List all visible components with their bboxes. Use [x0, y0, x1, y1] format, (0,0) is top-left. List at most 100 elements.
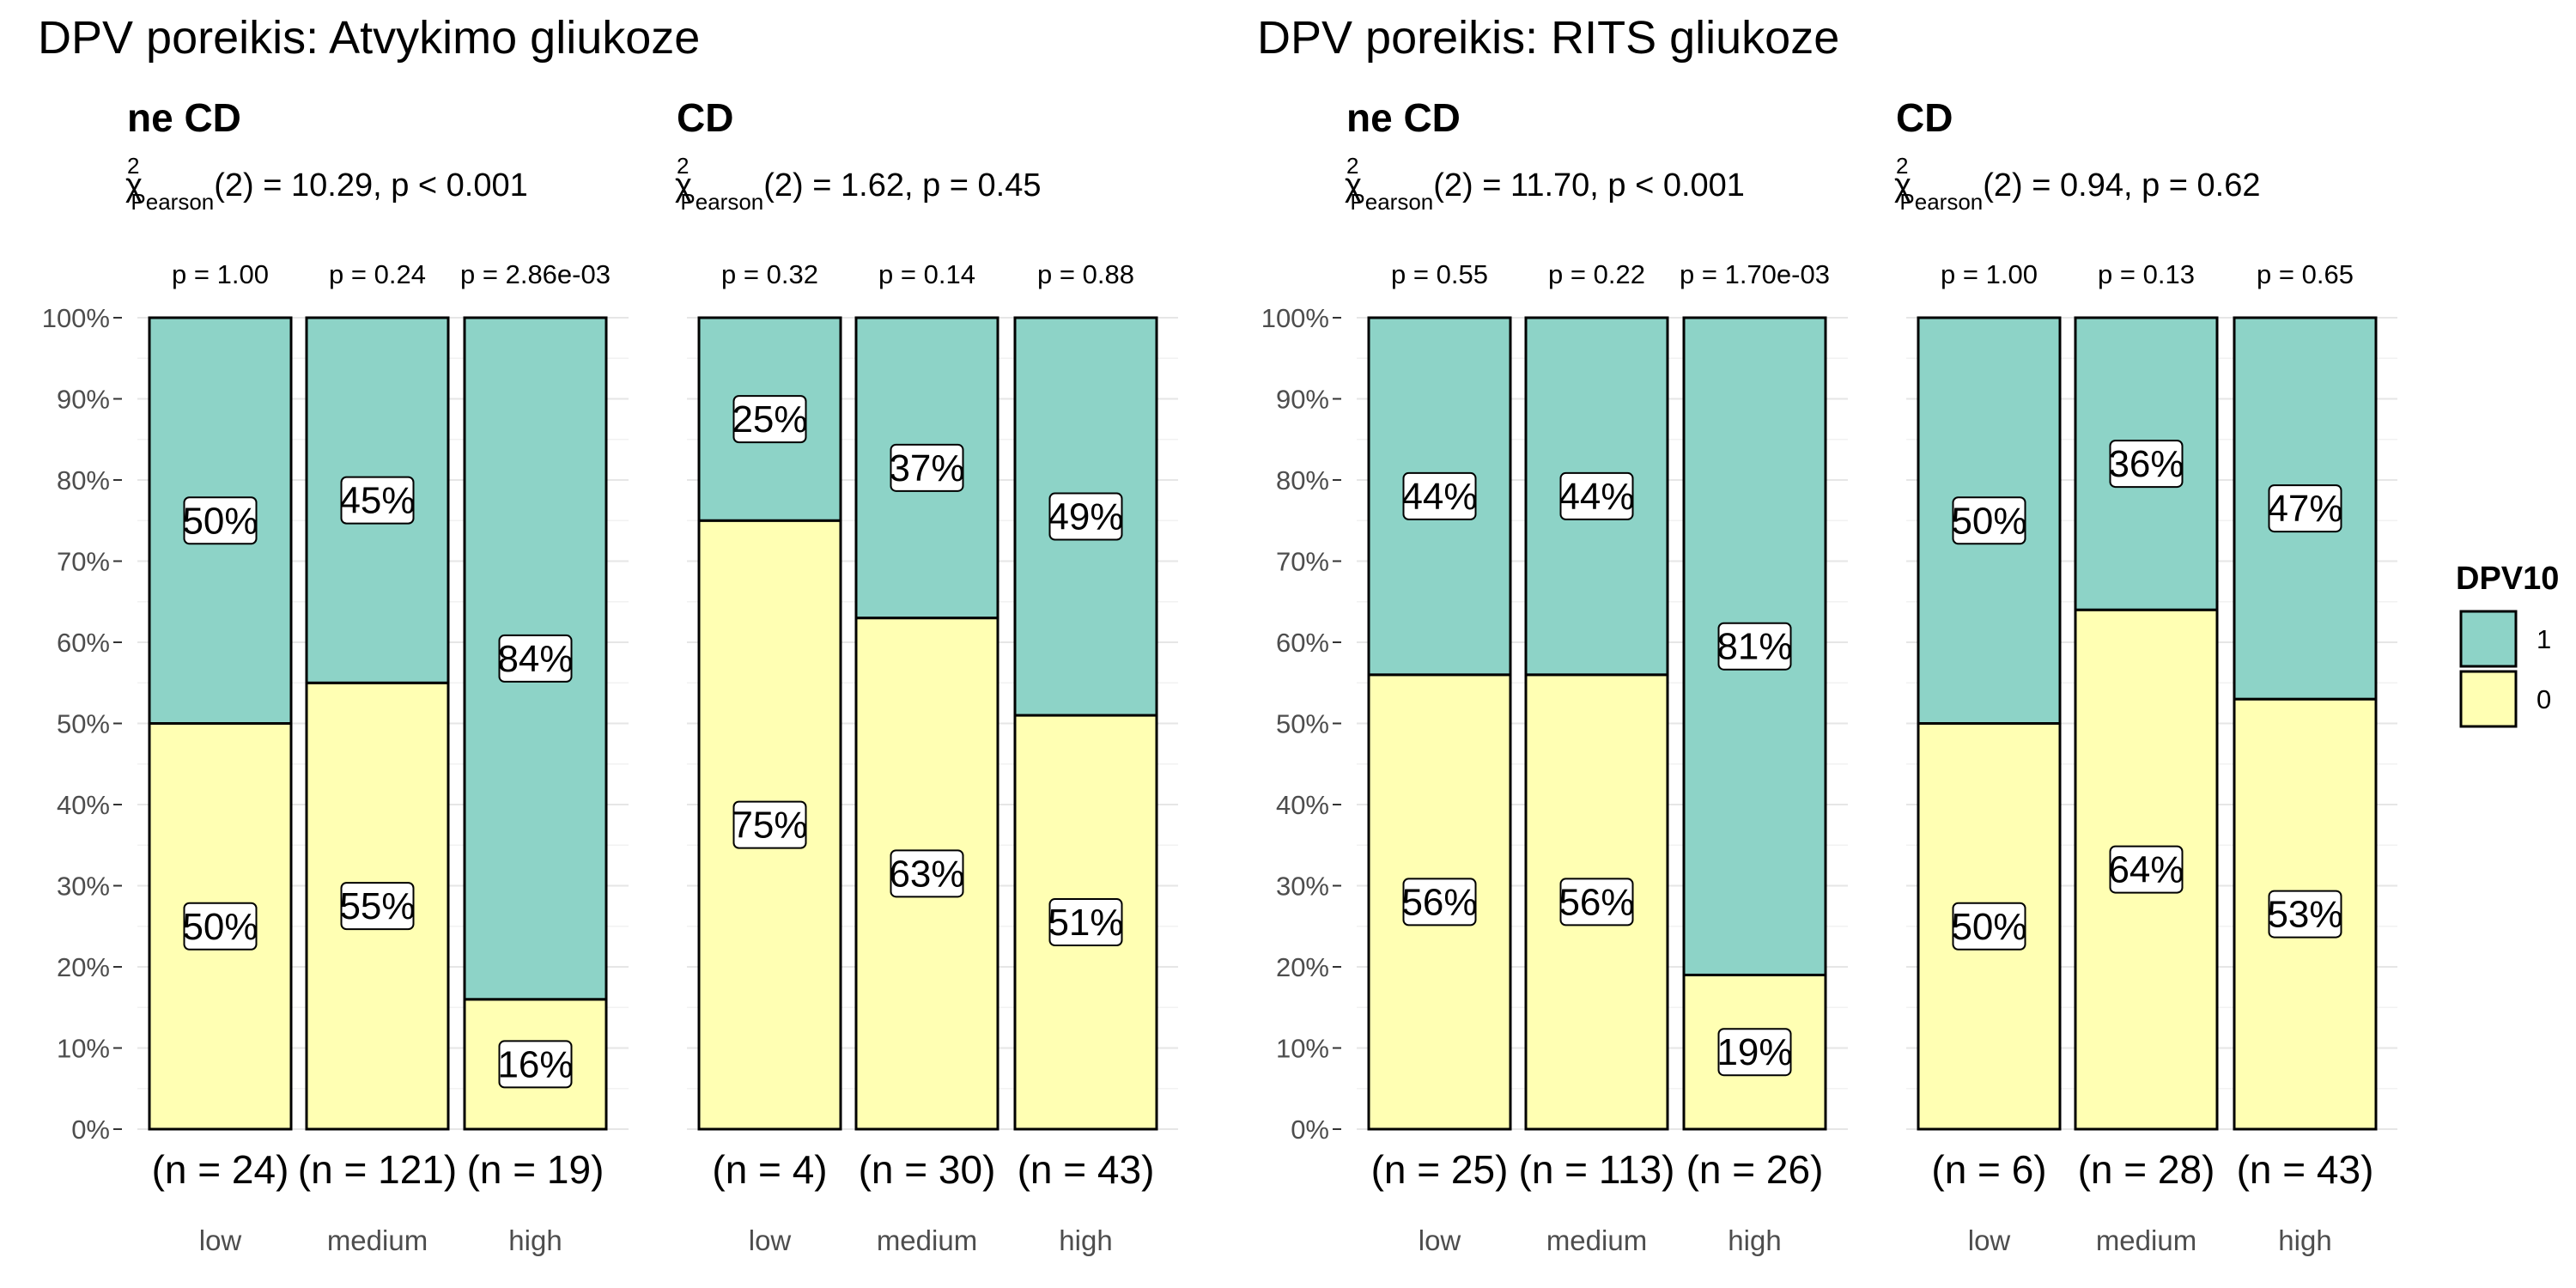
data-label-text: 16% — [497, 1043, 573, 1085]
data-label-box — [340, 476, 415, 525]
data-label: 37% — [889, 443, 965, 492]
data-label-text: 50% — [182, 906, 258, 948]
x-tick-label: low — [749, 1224, 792, 1256]
data-label-text: 53% — [2267, 894, 2342, 936]
data-label-box — [890, 443, 964, 492]
p-value-label: p = 1.00 — [1941, 259, 2038, 289]
n-label: (n = 24) — [152, 1147, 289, 1192]
stat-symbol: χ — [675, 167, 692, 204]
stat-subtitle: χ2 Pearson(2) = 1.62, p = 0.45 — [675, 153, 1042, 215]
data-label-text: 44% — [1558, 476, 1634, 518]
n-label: (n = 4) — [712, 1147, 827, 1192]
data-label: 19% — [1716, 1028, 1793, 1077]
data-label-box — [1402, 878, 1477, 927]
stat-text: (2) = 10.29, p < 0.001 — [214, 167, 528, 204]
y-tick-label: 90% — [1276, 385, 1329, 415]
legend: DPV10 1 0 — [2456, 561, 2559, 728]
y-tick-label: 30% — [1276, 872, 1329, 902]
data-label-box — [1952, 902, 2026, 951]
n-label: (n = 121) — [298, 1147, 457, 1192]
p-value-label: p = 1.70e-03 — [1680, 259, 1830, 289]
n-label: (n = 43) — [2237, 1147, 2374, 1192]
legend-swatch — [2459, 610, 2518, 668]
data-label-box — [340, 882, 415, 931]
x-tick-label: medium — [877, 1224, 977, 1256]
stat-symbol: χ — [1894, 167, 1911, 204]
data-label: 56% — [1558, 878, 1635, 927]
x-tick-label: low — [1968, 1224, 2011, 1256]
y-tick-label: 50% — [57, 709, 110, 739]
data-label-text: 44% — [1401, 476, 1477, 518]
data-label: 81% — [1716, 622, 1793, 671]
n-label: (n = 43) — [1018, 1147, 1155, 1192]
stat-subtitle: χ2 Pearson(2) = 10.29, p < 0.001 — [125, 153, 528, 215]
data-label: 25% — [732, 395, 808, 444]
y-tick-label: 80% — [57, 465, 110, 495]
data-label-box — [498, 634, 573, 683]
data-label-text: 75% — [732, 805, 807, 847]
x-tick-label: medium — [327, 1224, 428, 1256]
data-label: 75% — [732, 800, 808, 849]
n-label: (n = 19) — [467, 1147, 605, 1192]
data-label: 50% — [1951, 902, 2027, 951]
p-value-label: p = 0.13 — [2098, 259, 2195, 289]
data-label: 56% — [1401, 878, 1478, 927]
data-label: 63% — [889, 849, 965, 898]
stat-text: (2) = 1.62, p = 0.45 — [763, 167, 1041, 204]
panel-title: ne CD — [127, 95, 241, 140]
data-label-text: 50% — [1951, 906, 2026, 948]
n-label: (n = 26) — [1686, 1147, 1824, 1192]
data-label-text: 50% — [1951, 500, 2026, 542]
x-tick-label: high — [1059, 1224, 1112, 1256]
data-label: 50% — [182, 496, 258, 545]
data-label: 84% — [497, 634, 574, 683]
data-label: 44% — [1401, 471, 1478, 520]
y-tick-label: 20% — [1276, 952, 1329, 982]
data-label-text: 64% — [2108, 849, 2184, 891]
data-label: 53% — [2267, 890, 2343, 939]
data-label: 51% — [1048, 898, 1124, 947]
data-label-box — [1048, 492, 1123, 541]
n-label: (n = 25) — [1371, 1147, 1509, 1192]
data-label-box — [1559, 471, 1634, 520]
p-value-label: p = 0.65 — [2257, 259, 2354, 289]
x-tick-label: medium — [1546, 1224, 1647, 1256]
bar-segment-0 — [1013, 714, 1158, 1131]
x-tick-label: high — [1728, 1224, 1781, 1256]
p-value-label: p = 2.86e-03 — [460, 259, 611, 289]
data-label-box — [732, 800, 807, 849]
data-label-text: 49% — [1048, 496, 1123, 538]
data-label: 49% — [1048, 492, 1124, 541]
data-label-text: 81% — [1716, 626, 1792, 668]
y-tick-label: 70% — [1276, 547, 1329, 577]
y-tick-label: 0% — [1291, 1115, 1329, 1145]
data-label-box — [2109, 845, 2184, 894]
y-tick-label: 60% — [1276, 628, 1329, 658]
n-label: (n = 30) — [859, 1147, 996, 1192]
data-label-box — [1952, 496, 2026, 545]
y-tick-label: 0% — [71, 1115, 110, 1145]
data-label-box — [1717, 1028, 1792, 1077]
n-label: (n = 6) — [1931, 1147, 2046, 1192]
stat-symbol: χ — [125, 167, 143, 204]
data-label: 64% — [2108, 845, 2184, 894]
panel-title: CD — [1896, 95, 1953, 140]
group-title: DPV poreikis: RITS gliukoze — [1257, 12, 1839, 64]
data-label-text: 63% — [889, 853, 964, 895]
data-label-text: 55% — [339, 885, 415, 927]
p-value-label: p = 0.55 — [1391, 259, 1488, 289]
data-label-text: 25% — [732, 398, 807, 440]
x-tick-label: medium — [2096, 1224, 2196, 1256]
x-tick-label: high — [2278, 1224, 2331, 1256]
stat-subscript: Pearson — [680, 189, 763, 215]
y-tick-label: 60% — [57, 628, 110, 658]
bar-segment-1 — [854, 316, 999, 620]
data-label-text: 19% — [1716, 1031, 1792, 1073]
data-label: 16% — [497, 1040, 574, 1089]
p-value-label: p = 0.24 — [329, 259, 426, 289]
y-tick-label: 100% — [42, 303, 110, 333]
data-label-box — [890, 849, 964, 898]
data-label-box — [2268, 890, 2342, 939]
data-label: 50% — [1951, 496, 2027, 545]
